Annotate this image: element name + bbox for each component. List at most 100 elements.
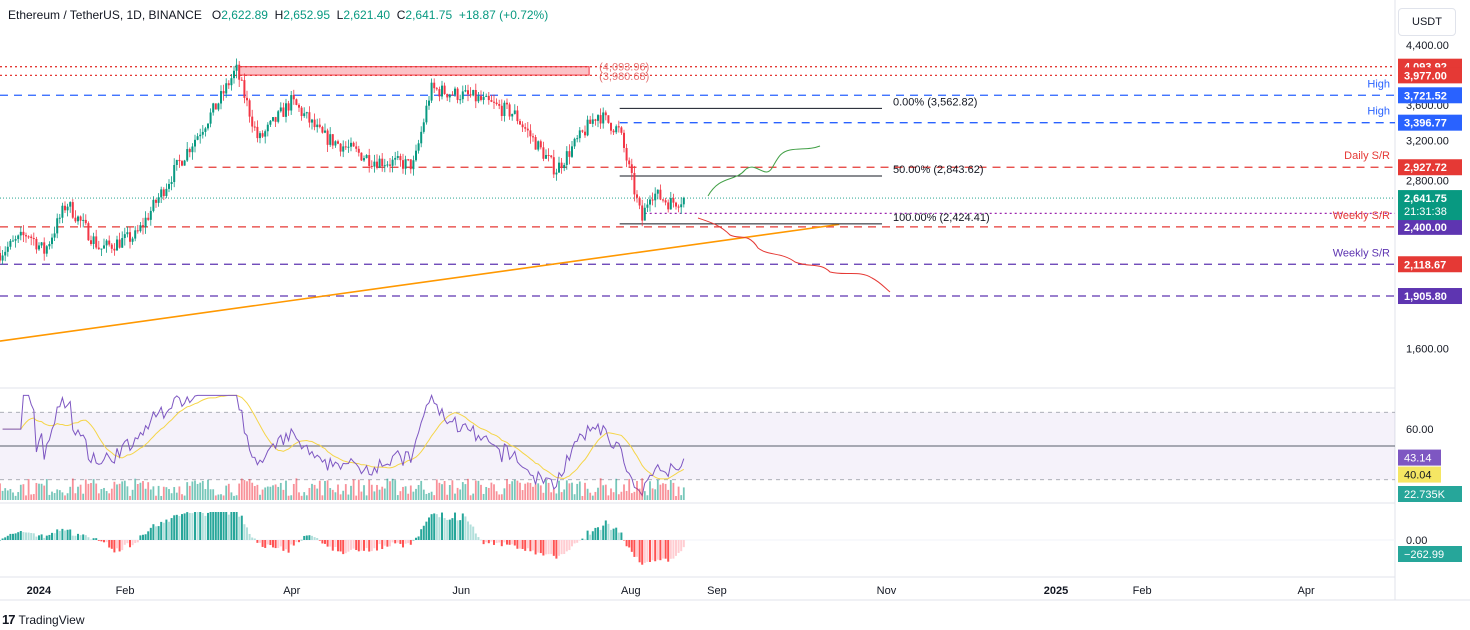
- volume-bar: [529, 482, 532, 500]
- histogram-bar: [321, 540, 324, 544]
- candle-body: [326, 130, 329, 145]
- histogram-bar: [394, 540, 397, 544]
- candle-body: [116, 239, 118, 251]
- histogram-tick-label: 0.00: [1406, 535, 1427, 547]
- candle-body: [651, 199, 654, 201]
- volume-bar: [474, 480, 477, 500]
- level-price-label: 3,721.52: [1404, 90, 1447, 102]
- histogram-bar: [238, 516, 241, 540]
- volume-bar: [217, 494, 220, 500]
- candle-body: [456, 88, 459, 100]
- histogram-bar: [550, 540, 553, 555]
- volume-bar: [191, 481, 194, 500]
- last-price-tag: [1398, 190, 1462, 221]
- histogram-bar: [4, 537, 7, 540]
- volume-bar: [324, 480, 326, 500]
- volume-bar: [534, 484, 537, 500]
- level-price-tag: [1398, 218, 1462, 235]
- candle-body: [438, 89, 441, 97]
- histogram-bar: [17, 532, 20, 540]
- candle-body: [90, 240, 92, 244]
- candle-body: [316, 124, 319, 128]
- histogram-bar: [225, 512, 228, 540]
- volume-bar: [376, 484, 378, 500]
- histogram-bar: [651, 540, 654, 561]
- volume-bar: [305, 495, 308, 500]
- volume-bar: [573, 494, 576, 500]
- candle-body: [365, 155, 368, 159]
- candle-body: [677, 206, 680, 208]
- candle-body: [100, 248, 103, 250]
- tradingview-icon: 17: [2, 612, 16, 627]
- candle-body: [487, 95, 490, 101]
- volume-bar: [498, 494, 501, 500]
- volume-bar: [404, 486, 407, 500]
- candle-body: [591, 119, 594, 124]
- histogram-bar: [342, 540, 345, 555]
- histogram-bar: [6, 535, 9, 540]
- histogram-bar: [214, 512, 217, 540]
- candle-body: [40, 242, 43, 246]
- volume-bar: [160, 495, 163, 500]
- histogram-bar: [207, 512, 209, 540]
- histogram-bar: [589, 534, 592, 540]
- currency-button[interactable]: USDT: [1398, 8, 1456, 36]
- histogram-bar: [454, 512, 456, 540]
- volume-bar: [30, 494, 33, 500]
- candle-body: [266, 124, 269, 132]
- candle-body: [134, 230, 137, 239]
- histogram-bar: [188, 513, 191, 540]
- candle-body: [344, 146, 347, 148]
- volume-bar: [22, 484, 25, 500]
- candle-body: [56, 218, 59, 234]
- histogram-bar: [646, 540, 649, 562]
- volume-bar: [303, 492, 306, 500]
- volume-bar: [456, 487, 459, 500]
- candle-body: [131, 238, 134, 242]
- volume-bar: [477, 480, 480, 500]
- volume-bar: [565, 480, 568, 500]
- candle-body: [6, 246, 9, 252]
- candle-body: [123, 234, 126, 239]
- candle-body: [240, 79, 243, 81]
- volume-bar: [438, 482, 441, 500]
- volume-bar: [344, 484, 347, 500]
- level-annotation: Weekly S/R: [1333, 210, 1390, 222]
- histogram-bar: [490, 540, 493, 542]
- candle-body: [313, 119, 316, 128]
- histogram-bar: [178, 516, 181, 540]
- volume-bar: [469, 495, 472, 500]
- branding-text: TradingView: [18, 612, 85, 627]
- histogram-bar: [30, 533, 33, 540]
- volume-bar: [448, 485, 451, 500]
- candle-body: [292, 95, 295, 100]
- candle-body: [599, 115, 602, 124]
- histogram-bar: [615, 527, 618, 540]
- candle-body: [516, 110, 519, 122]
- high-value: 2,652.95: [283, 8, 330, 22]
- candle-body: [74, 217, 77, 222]
- candle-body: [264, 131, 267, 137]
- candle-body: [324, 130, 326, 133]
- histogram-bar: [363, 540, 365, 551]
- volume-bar: [38, 483, 40, 500]
- volume-bar: [331, 489, 334, 500]
- volume-bar: [368, 479, 371, 500]
- volume-bar: [32, 494, 35, 500]
- volume-bar: [337, 484, 339, 500]
- histogram-bar: [209, 512, 212, 540]
- histogram-bar: [628, 540, 631, 548]
- histogram-bar: [95, 538, 98, 540]
- volume-bar: [370, 484, 373, 500]
- candle-body: [71, 202, 74, 218]
- candle-body: [350, 142, 352, 147]
- histogram-bar: [256, 540, 259, 543]
- volume-bar: [97, 493, 100, 500]
- change-value: +18.87 (+0.72%): [458, 8, 549, 22]
- close-value: 2,641.75: [405, 8, 453, 22]
- candle-body: [443, 85, 446, 94]
- histogram-bar: [659, 540, 662, 561]
- histogram-bar: [173, 515, 176, 540]
- volume-bar: [677, 486, 680, 500]
